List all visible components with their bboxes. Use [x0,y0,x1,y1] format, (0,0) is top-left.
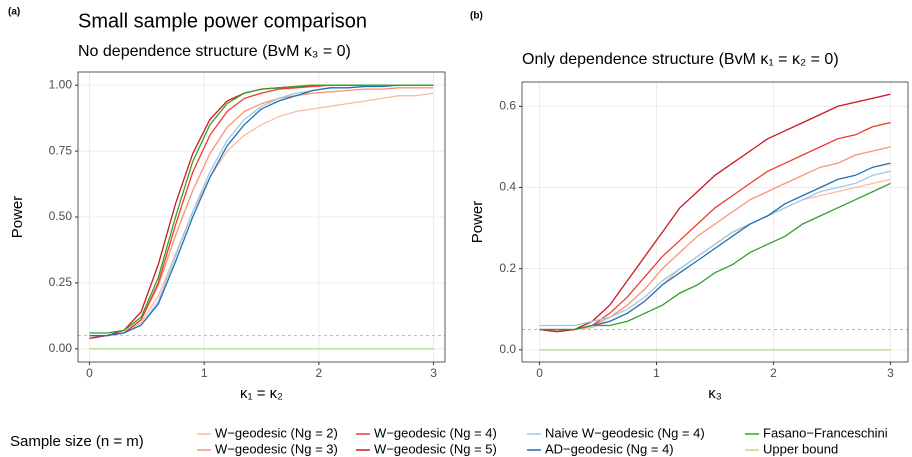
legend-label: Upper bound [763,441,838,456]
series-line [539,182,891,331]
x-tick-label: 3 [430,366,437,380]
x-axis-label: κ₁ = κ₂ [240,385,283,402]
y-tick-label: 0.6 [499,99,516,113]
series-line [539,121,891,333]
x-tick-label: 0 [536,366,543,380]
x-tick-label: 1 [653,366,660,380]
plot-area [522,82,908,362]
y-tick-label: 0.00 [49,341,73,355]
legend-label: AD−geodesic (Ng = 4) [545,441,674,456]
x-tick-label: 2 [770,366,777,380]
y-tick-label: 0.2 [499,261,516,275]
legend-label: W−geodesic (Ng = 3) [215,441,338,456]
legend-label: W−geodesic (Ng = 5) [374,441,497,456]
x-tick-label: 2 [316,366,323,380]
panel-label: (b) [470,11,483,22]
y-tick-label: 0.4 [499,180,516,194]
panel-label: (a) [8,7,20,18]
legend-label: Naive W−geodesic (Ng = 4) [545,425,705,440]
x-axis-label: κ₃ [708,385,722,402]
plot-border [521,81,909,363]
y-tick-label: 1.00 [49,77,73,91]
legend-title: Sample size (n = m) [10,433,144,450]
legend-label: W−geodesic (Ng = 2) [215,425,338,440]
series-line [89,84,434,334]
subtitle: Only dependence structure (BvM κ₁ = κ₂ =… [522,51,839,68]
legend-label: W−geodesic (Ng = 4) [374,425,497,440]
y-tick-label: 0.50 [49,209,73,223]
x-tick-label: 0 [86,366,93,380]
y-tick-label: 0.25 [49,275,73,289]
series-line [89,84,434,337]
subtitle: No dependence structure (BvM κ₃ = 0) [78,43,351,60]
chart-title: Small sample power comparison [78,10,367,32]
y-tick-label: 0.75 [49,143,73,157]
y-axis-label: Power [469,201,486,244]
x-tick-label: 1 [201,366,208,380]
y-tick-label: 0.0 [499,342,516,356]
series-line [539,162,891,331]
legend-label: Fasano−Franceschini [763,425,888,440]
series-line [539,93,891,333]
y-axis-label: Power [9,196,26,239]
series-line [539,146,891,333]
x-tick-label: 3 [887,366,894,380]
series-line [89,92,434,337]
plot-border [77,71,446,363]
series-line [539,170,891,327]
